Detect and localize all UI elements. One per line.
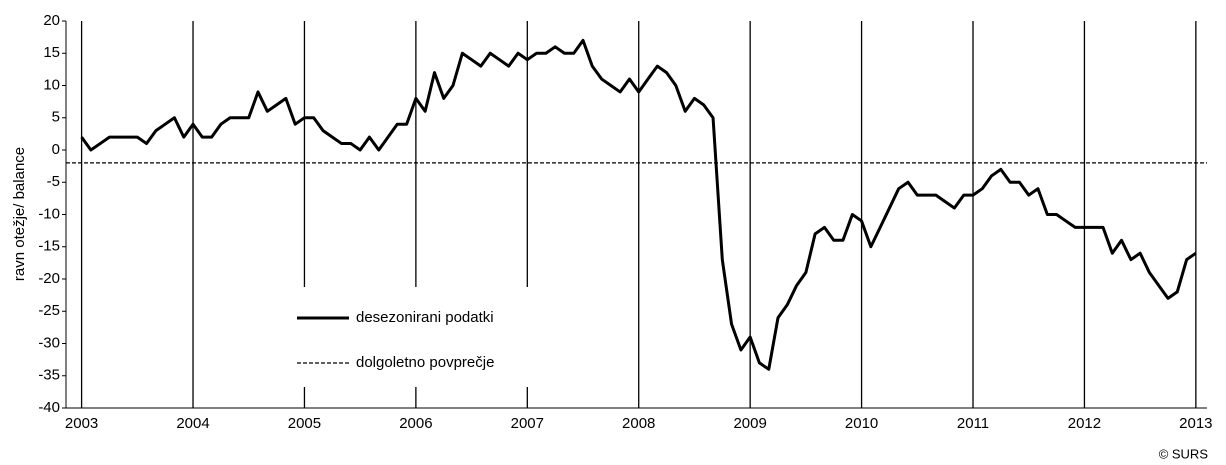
y-tick-label: 0 <box>52 141 60 158</box>
x-tick-label: 2011 <box>957 415 989 432</box>
x-tick-label: 2006 <box>399 415 432 432</box>
x-tick-label: 2007 <box>511 415 544 432</box>
x-tick-label: 2012 <box>1068 415 1101 432</box>
x-tick-label: 2010 <box>845 415 878 432</box>
y-tick-label: -10 <box>38 205 60 222</box>
y-tick-label: -25 <box>38 302 60 319</box>
y-tick-label: 10 <box>43 76 60 93</box>
legend-label: dolgoletno povprečje <box>356 354 494 371</box>
y-tick-label: -35 <box>38 367 60 384</box>
x-tick-label: 2009 <box>733 415 766 432</box>
y-tick-label: -15 <box>38 238 60 255</box>
y-tick-label: -30 <box>38 334 60 351</box>
y-tick-label: 5 <box>52 109 60 126</box>
x-tick-label: 2003 <box>65 415 98 432</box>
y-tick-label: 15 <box>43 44 60 61</box>
y-axis-label: ravn otežje/ balance <box>11 147 28 281</box>
legend-background <box>288 287 558 387</box>
y-tick-label: 20 <box>43 12 60 29</box>
x-tick-label: 2013 <box>1179 415 1212 432</box>
series-line <box>80 38 1197 371</box>
source: © SURS <box>1159 446 1209 461</box>
x-tick-label: 2005 <box>288 415 321 432</box>
legend-label: desezonirani podatki <box>356 309 494 326</box>
y-tick-label: -20 <box>38 270 60 287</box>
x-tick-label: 2008 <box>622 415 655 432</box>
x-tick-label: 2004 <box>176 415 209 432</box>
y-tick-label: -40 <box>38 399 60 416</box>
y-tick-label: -5 <box>47 173 60 190</box>
